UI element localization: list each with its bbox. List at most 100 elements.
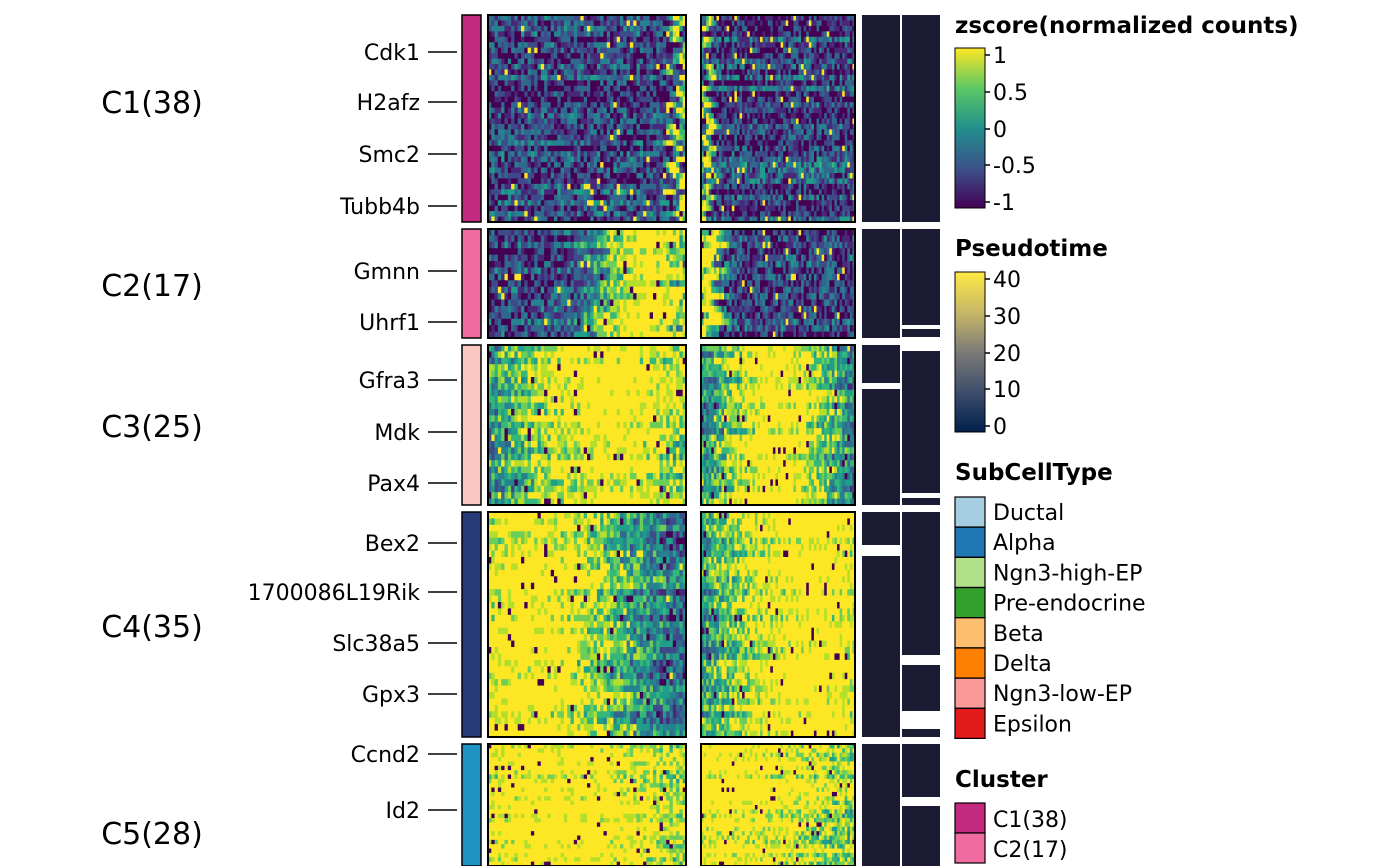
heatmap-cell xyxy=(754,113,758,119)
heatmap-cell xyxy=(560,80,565,87)
heatmap-cell xyxy=(590,20,594,27)
heatmap-cell xyxy=(606,47,611,54)
heatmap-cell xyxy=(497,156,502,163)
heatmap-cell xyxy=(806,156,810,163)
heatmap-cell xyxy=(504,248,509,256)
heatmap-cell xyxy=(752,53,756,59)
heatmap-cell xyxy=(849,31,853,38)
heatmap-cell xyxy=(527,96,532,103)
heatmap-cell xyxy=(537,178,542,185)
heatmap-cell xyxy=(742,58,746,65)
heatmap-cell xyxy=(610,15,614,21)
heatmap-cell xyxy=(620,113,624,119)
heatmap-cell xyxy=(816,64,820,70)
heatmap-cell xyxy=(567,267,571,275)
heatmap-cell xyxy=(547,241,552,249)
heatmap-cell xyxy=(570,31,575,38)
heatmap-cell xyxy=(808,96,812,103)
heatmap-cell xyxy=(813,167,817,174)
heatmap-cell xyxy=(517,20,522,27)
heatmap-cell xyxy=(679,151,684,158)
heatmap-cell xyxy=(659,36,664,43)
heatmap-cell xyxy=(659,85,664,92)
heatmap-cell xyxy=(606,267,611,275)
heatmap-cell xyxy=(669,31,674,38)
heatmap-cell xyxy=(778,15,781,21)
heatmap-cell xyxy=(682,261,687,268)
heatmap-cell xyxy=(703,58,707,65)
heatmap-cell xyxy=(847,134,851,141)
heatmap-cell xyxy=(790,36,794,43)
heatmap-cell xyxy=(726,200,730,207)
heatmap-cell xyxy=(816,58,820,65)
heatmap-cell xyxy=(765,69,769,76)
heatmap-cell xyxy=(795,47,799,54)
heatmap-cell xyxy=(793,140,797,147)
heatmap-cell xyxy=(752,58,756,65)
heatmap-cell xyxy=(798,31,802,38)
heatmap-cell xyxy=(626,248,631,256)
heatmap-cell xyxy=(514,58,519,65)
heatmap-cell xyxy=(567,172,571,179)
gene-label: Uhrf1 xyxy=(359,311,420,336)
heatmap-cell xyxy=(821,74,825,81)
heatmap-cell xyxy=(547,216,552,223)
heatmap-cell xyxy=(560,107,565,114)
heatmap-cell xyxy=(837,211,840,217)
heatmap-cell xyxy=(567,235,571,243)
heatmap-cell xyxy=(672,58,677,65)
heatmap-cell xyxy=(524,42,528,49)
heatmap-cell xyxy=(676,25,680,32)
heatmap-cell xyxy=(762,156,766,163)
heatmap-cell xyxy=(706,216,710,223)
heatmap-cell xyxy=(666,248,670,256)
heatmap-cell xyxy=(570,235,575,243)
heatmap-cell xyxy=(816,25,820,32)
heatmap-cell xyxy=(708,134,712,141)
heatmap-cell xyxy=(816,85,820,92)
heatmap-cell xyxy=(819,151,823,158)
heatmap-cell xyxy=(813,194,817,201)
heatmap-cell xyxy=(547,183,552,190)
heatmap-cell xyxy=(795,145,799,152)
heatmap-cell xyxy=(610,123,614,130)
heatmap-cell xyxy=(682,200,687,207)
heatmap-cell xyxy=(718,134,722,141)
heatmap-cell xyxy=(580,189,585,196)
heatmap-cell xyxy=(649,53,654,59)
heatmap-cell xyxy=(739,74,743,81)
heatmap-cell xyxy=(656,194,660,201)
heatmap-cell xyxy=(639,69,644,76)
heatmap-cell xyxy=(639,47,644,54)
heatmap-cell xyxy=(527,102,532,109)
heatmap-cell xyxy=(713,42,717,49)
heatmap-cell xyxy=(629,200,634,207)
heatmap-cell xyxy=(772,172,776,179)
heatmap-cell xyxy=(600,200,604,207)
heatmap-cell xyxy=(534,254,538,262)
heatmap-cell xyxy=(534,229,538,236)
heatmap-cell xyxy=(504,145,509,152)
heatmap-cell xyxy=(583,74,588,81)
heatmap-cell xyxy=(590,107,594,114)
heatmap-cell xyxy=(639,183,644,190)
heatmap-cell xyxy=(527,64,532,70)
heatmap-cell xyxy=(491,140,495,147)
heatmap-cell xyxy=(672,69,677,76)
heatmap-cell xyxy=(494,107,499,114)
heatmap-cell xyxy=(580,254,585,262)
heatmap-cell xyxy=(616,134,621,141)
heatmap-cell xyxy=(606,156,611,163)
heatmap-cell xyxy=(623,91,627,98)
heatmap-cell xyxy=(646,53,651,59)
heatmap-cell xyxy=(613,235,618,243)
heatmap-cell xyxy=(785,80,789,87)
heatmap-cell xyxy=(795,91,799,98)
heatmap-cell xyxy=(852,140,856,147)
heatmap-cell xyxy=(760,183,763,190)
heatmap-cell xyxy=(501,20,505,27)
heatmap-cell xyxy=(636,64,641,70)
heatmap-cell xyxy=(537,241,542,249)
heatmap-cell xyxy=(736,91,740,98)
heatmap-cell xyxy=(494,42,499,49)
